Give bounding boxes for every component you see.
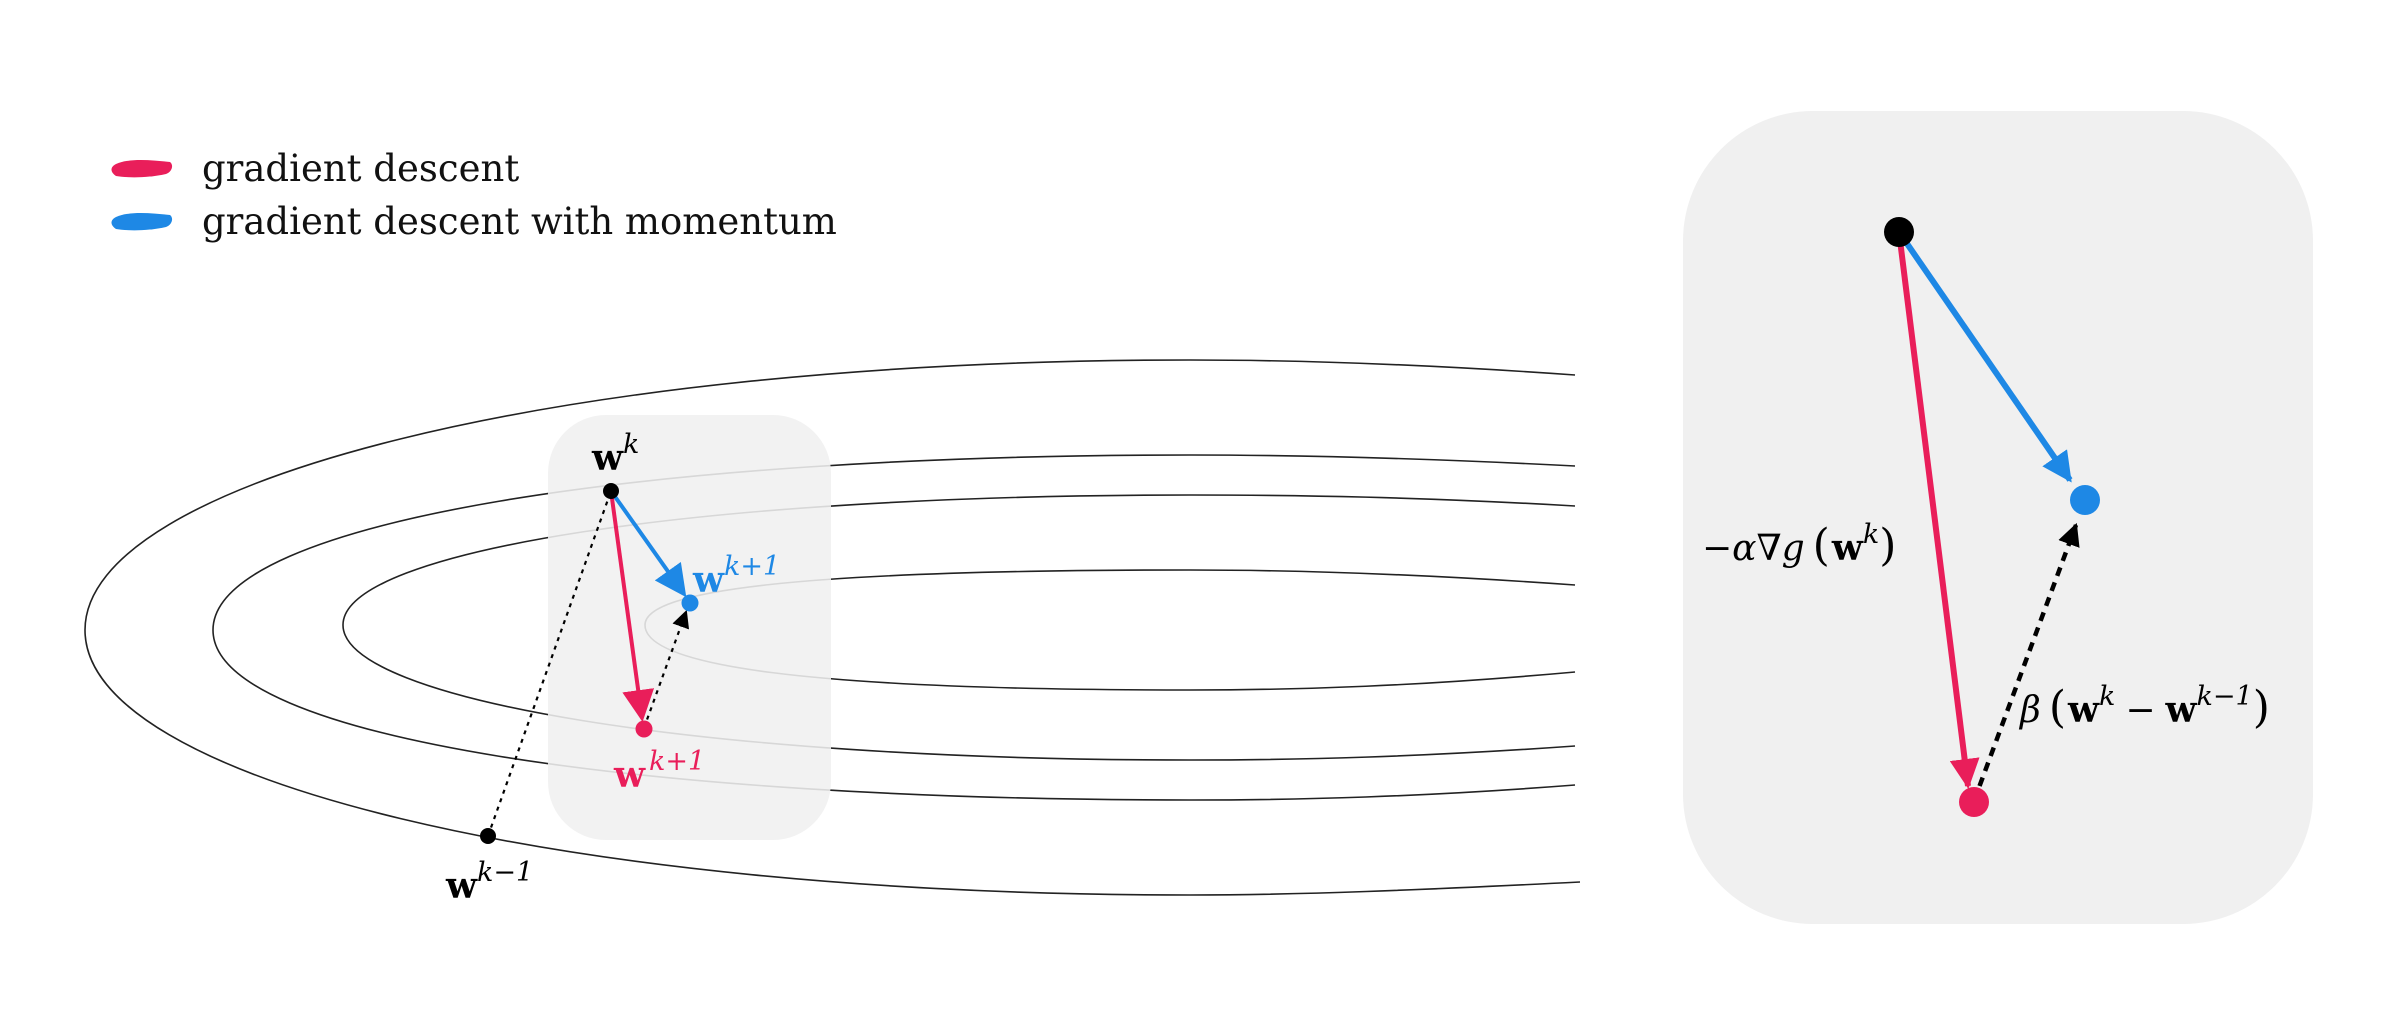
legend-item-momentum: gradient descent with momentum — [111, 200, 837, 243]
previous-step-line — [486, 490, 613, 837]
legend: gradient descent gradient descent with m… — [111, 147, 837, 243]
label-w-k-plus-1-gd: w k+1 — [613, 746, 705, 796]
label-w-k-minus-1: wk−1 — [445, 857, 533, 907]
zoom-point-gd — [1959, 787, 1989, 817]
zoom-highlight-box — [548, 415, 831, 840]
point-w-k-plus-1-momentum — [681, 594, 699, 612]
point-w-k-minus-1 — [480, 828, 496, 844]
momentum-term-arrow — [642, 609, 690, 729]
contour-lines — [84, 359, 1581, 896]
brush-stroke-icon — [111, 213, 173, 231]
gradient-step-arrow — [609, 490, 655, 722]
contour-second — [212, 454, 1576, 801]
zoom-panel — [1683, 111, 2313, 924]
point-w-k — [603, 483, 619, 499]
point-w-k-plus-1-gd — [635, 720, 653, 738]
zoom-gradient-step-arrow — [1896, 231, 1980, 789]
label-gradient-term: −α∇g (wk) — [1702, 519, 1896, 571]
zoom-momentum-term-arrow — [1971, 522, 2080, 802]
label-momentum-term: β (wk − wk−1) — [2018, 681, 2270, 733]
legend-item-gradient-descent: gradient descent — [111, 147, 519, 190]
zoom-point-w-k — [1884, 217, 1914, 247]
legend-label-momentum: gradient descent with momentum — [202, 200, 837, 243]
label-w-k-plus-1-momentum: wk+1 — [692, 551, 780, 601]
contour-third — [342, 494, 1576, 761]
zoom-point-momentum — [2070, 485, 2100, 515]
zoom-momentum-step-arrow — [1896, 230, 2073, 483]
label-w-k: wk — [591, 429, 639, 479]
brush-stroke-icon — [111, 160, 173, 178]
momentum-step-arrow — [609, 489, 687, 598]
legend-label-gradient-descent: gradient descent — [202, 147, 519, 190]
contour-outer — [84, 359, 1581, 896]
